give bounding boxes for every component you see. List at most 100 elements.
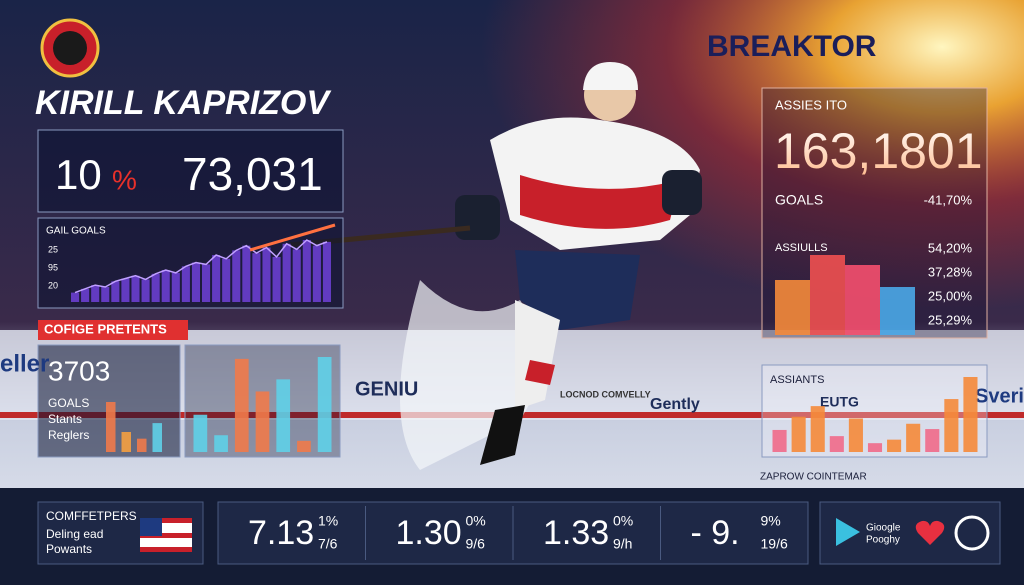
footer-stat-sub: 19/6 xyxy=(761,536,788,552)
footer-line: Powants xyxy=(46,542,92,556)
goals-bar xyxy=(212,255,221,302)
assists-bar xyxy=(845,265,880,335)
assistants-bar xyxy=(810,406,825,452)
goals-bar xyxy=(81,288,90,302)
app-name: Gioogle xyxy=(866,523,901,534)
heart-icon[interactable] xyxy=(915,520,945,545)
assists-label: GOALS xyxy=(775,192,823,208)
goals-bar xyxy=(202,264,211,302)
goals-bar xyxy=(252,253,261,302)
assistants-bar xyxy=(887,439,902,452)
goals-bar xyxy=(282,243,291,302)
goals-bar xyxy=(91,285,100,302)
brand: BREAKTOR xyxy=(707,30,877,63)
headline-right: 73,031 xyxy=(182,148,323,200)
goals-bar xyxy=(222,258,231,302)
assistants-bar xyxy=(925,429,940,452)
arena-sign: EUTG xyxy=(820,394,859,410)
headline-left: 10 xyxy=(55,151,102,198)
goals-bar xyxy=(121,278,130,302)
goals-bar xyxy=(71,292,80,302)
footer-stat-sub: 7/6 xyxy=(318,536,338,552)
goals-bar xyxy=(191,262,200,302)
goals-line xyxy=(74,239,328,294)
goals-bar xyxy=(141,279,150,302)
assists-title: ASSIES ITO xyxy=(775,97,847,112)
footer-title: COMFFETPERS xyxy=(46,509,137,523)
assistants-bar xyxy=(906,423,921,452)
footer-stat-sup: 0% xyxy=(613,513,633,529)
left-bar-b xyxy=(297,440,311,452)
goals-bar xyxy=(272,256,281,302)
goals-bar xyxy=(242,245,251,302)
arena-sign: Gently xyxy=(650,396,700,413)
assistants-bar xyxy=(867,443,883,452)
left-bar-b xyxy=(193,414,208,452)
assistants-bar xyxy=(848,418,863,452)
left-bar xyxy=(137,438,147,452)
goals-bar xyxy=(312,245,321,302)
promo-badge-bg xyxy=(38,320,188,340)
player xyxy=(289,62,702,470)
headline-box xyxy=(37,129,344,213)
left-bar xyxy=(106,402,116,452)
goals-tick: 25 xyxy=(48,244,58,254)
goals-bar xyxy=(151,273,160,302)
assists-bar xyxy=(880,287,915,335)
assists-legend: 25,00% xyxy=(928,288,973,303)
assists-legend: 25,29% xyxy=(928,312,973,327)
footer-stat-sub: 9/h xyxy=(613,536,632,552)
play-icon[interactable] xyxy=(836,518,860,546)
goals-bar xyxy=(322,241,331,302)
goals-bar xyxy=(131,275,140,302)
goals-bar xyxy=(302,240,311,302)
flag xyxy=(140,518,192,552)
footer-stat-main: 1.30 xyxy=(396,514,462,552)
goals-bar xyxy=(111,281,120,302)
goals-bar xyxy=(171,272,180,302)
arena-sign: Sverite xyxy=(975,385,1024,407)
goals-bar xyxy=(262,247,271,302)
promo-badge: COFIGE PRETENTS xyxy=(44,321,167,336)
goals-bar xyxy=(292,249,301,302)
footer-stat-main: 1.33 xyxy=(543,514,609,552)
assistants-bar xyxy=(791,416,806,452)
arena-sign: LOCNOD COMVELLY xyxy=(560,389,651,399)
left-bar xyxy=(152,423,162,452)
left-bar xyxy=(121,432,131,452)
arena-sign: eller xyxy=(0,350,49,377)
left-bar-b xyxy=(234,358,249,452)
goals-tick: 20 xyxy=(48,280,58,290)
goals-bar xyxy=(161,270,170,302)
footer-stat-sup: 9% xyxy=(761,513,781,529)
assistants-bar xyxy=(963,377,978,452)
app-name: Pooghy xyxy=(866,535,900,546)
footer-line: Deling ead xyxy=(46,527,103,541)
goals-bar xyxy=(181,266,190,302)
goals-title: GAIL GOALS xyxy=(46,226,106,237)
app-logo[interactable] xyxy=(954,515,990,551)
footer-stat-main: - 9. xyxy=(691,514,740,552)
assistants-title: ASSIANTS xyxy=(770,374,824,386)
left-bar-b xyxy=(317,357,332,452)
goals-bar xyxy=(232,250,241,302)
assistants-bar xyxy=(944,399,959,452)
team-logo-center xyxy=(53,31,87,65)
assists-chart-title: ASSIULLS xyxy=(775,242,828,254)
footer-stat-sup: 1% xyxy=(318,513,338,529)
assistants-bar xyxy=(829,436,844,452)
left-bar-b xyxy=(276,379,291,452)
left-stats-label: Reglers xyxy=(48,428,89,442)
footer-stat-sup: 0% xyxy=(466,513,486,529)
goals-tick: 95 xyxy=(48,262,58,272)
headline-unit: % xyxy=(112,164,137,195)
assists-value: 163,1801 xyxy=(774,123,983,179)
assists-bar xyxy=(775,280,810,335)
footer-stat-main: 7.13 xyxy=(248,514,314,552)
assists-legend: 54,20% xyxy=(928,240,973,255)
footer-stat-sub: 9/6 xyxy=(466,536,486,552)
left-stats-label: Stants xyxy=(48,412,82,426)
arena-sign: GENIU xyxy=(355,378,418,400)
